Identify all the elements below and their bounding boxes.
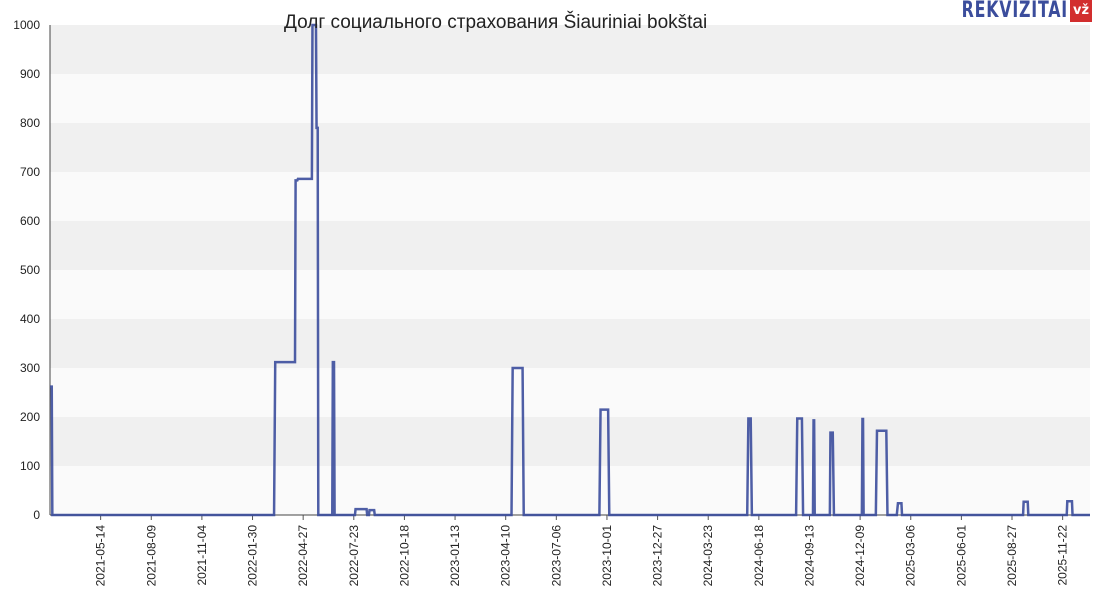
grid-band [50,466,1090,515]
x-tick-label: 2025-03-06 [904,525,918,587]
y-tick-label: 800 [20,116,40,130]
x-tick-label: 2024-12-09 [853,525,867,587]
x-tick-label: 2024-03-23 [701,525,715,587]
x-tick-label: 2025-08-27 [1005,525,1019,587]
x-tick-label: 2022-07-23 [347,525,361,587]
x-tick-label: 2023-10-01 [600,525,614,587]
x-tick-label: 2021-11-04 [195,525,209,586]
x-tick-label: 2022-01-30 [246,525,260,587]
grid-band [50,25,1090,74]
y-tick-label: 500 [20,263,40,277]
x-tick-label: 2023-01-13 [448,525,462,587]
y-tick-label: 200 [20,410,40,424]
y-tick-label: 600 [20,214,40,228]
grid-band [50,221,1090,270]
logo-badge: vž [1070,0,1092,22]
x-tick-label: 2022-10-18 [397,525,411,587]
grid-band [50,417,1090,466]
y-tick-label: 700 [20,165,40,179]
y-tick-label: 100 [20,459,40,473]
grid-band [50,270,1090,319]
x-tick-label: 2024-09-13 [802,525,816,587]
x-tick-label: 2025-06-01 [954,525,968,587]
x-tick-label: 2025-11-22 [1056,525,1070,586]
x-tick-label: 2022-04-27 [296,525,310,587]
logo-wordmark: REKVIZITAI [961,0,1068,23]
x-tick-label: 2023-07-06 [549,525,563,587]
x-tick-label: 2024-06-18 [752,525,766,587]
x-tick-label: 2023-04-10 [499,525,513,587]
grid-band [50,123,1090,172]
rekvizitai-logo[interactable]: REKVIZITAI vž [935,0,1092,22]
x-tick-label: 2023-12-27 [651,525,665,587]
y-tick-label: 400 [20,312,40,326]
y-tick-label: 1000 [13,18,40,32]
x-tick-label: 2021-08-09 [144,525,158,587]
grid-band [50,172,1090,221]
grid-band [50,74,1090,123]
grid-band [50,319,1090,368]
grid-band [50,368,1090,417]
y-tick-label: 900 [20,67,40,81]
y-tick-label: 0 [33,508,40,522]
x-tick-label: 2021-05-14 [94,525,108,587]
series-line [50,23,1090,517]
chart-title: Долг социального страхования Šiauriniai … [284,12,708,33]
y-tick-label: 300 [20,361,40,375]
